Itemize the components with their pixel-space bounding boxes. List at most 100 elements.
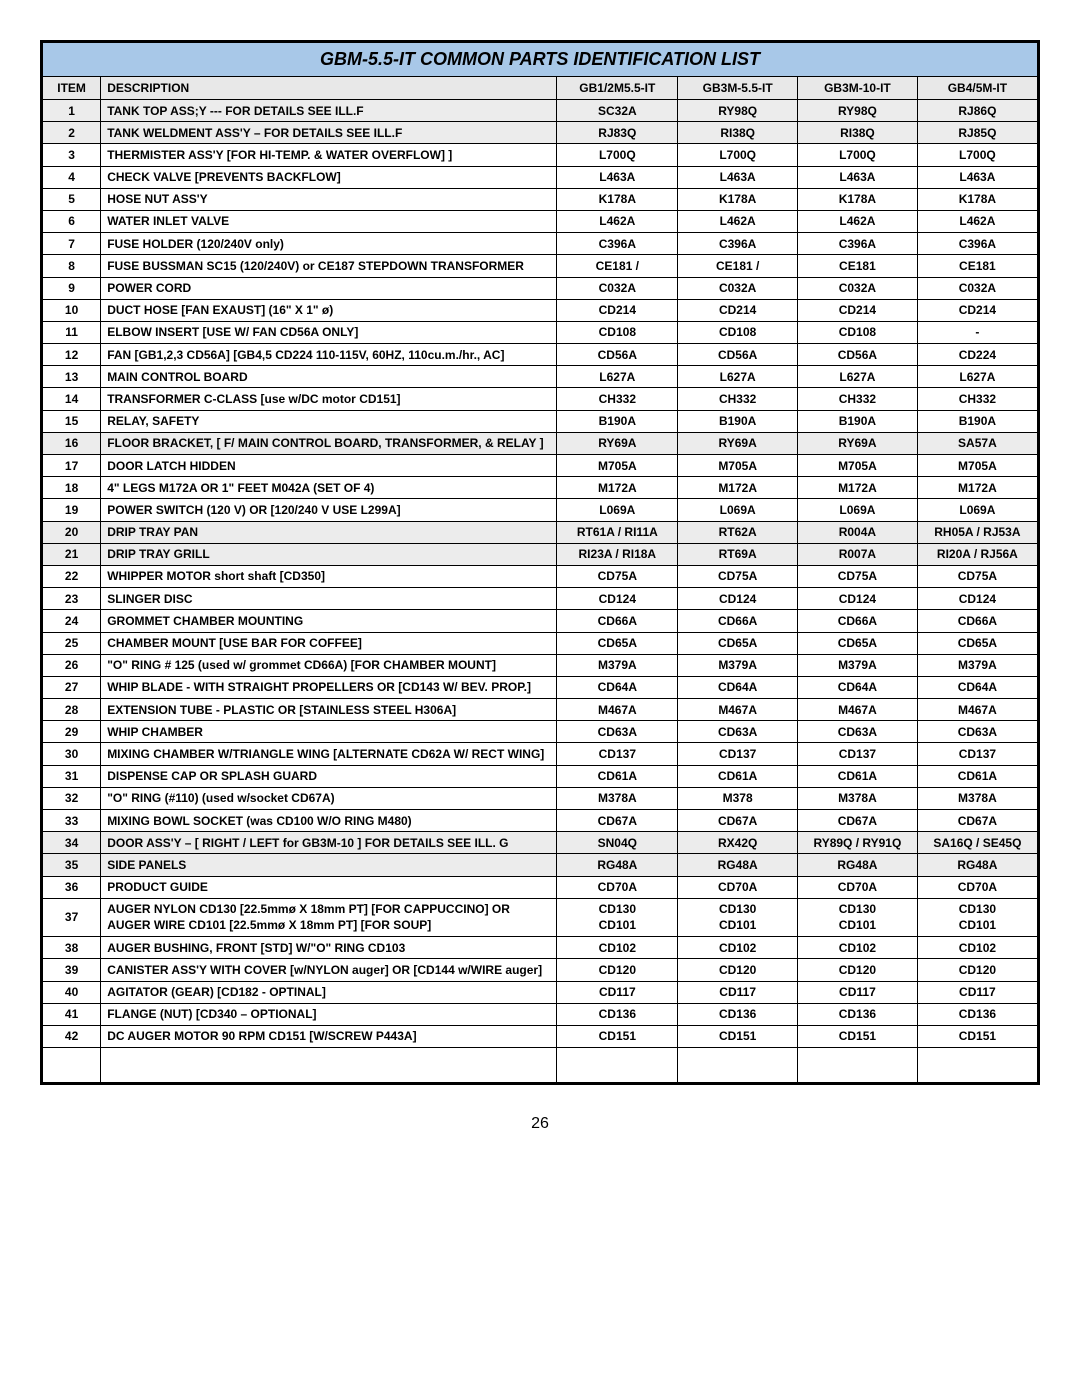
cell-value: CD151 xyxy=(798,1025,918,1047)
cell-value: C032A xyxy=(678,277,798,299)
table-row: 15 RELAY, SAFETYB190AB190AB190AB190A xyxy=(42,410,1039,432)
cell-value: L463A xyxy=(917,166,1038,188)
cell-item: 31 xyxy=(42,765,101,787)
cell-value: RY69A xyxy=(678,432,798,454)
cell-value: CD214 xyxy=(557,299,678,321)
table-row: 5HOSE NUT ASS'YK178AK178AK178AK178A xyxy=(42,188,1039,210)
cell-description: TANK TOP ASS;Y --- FOR DETAILS SEE ILL.F xyxy=(101,100,557,122)
cell-value: L627A xyxy=(798,366,918,388)
table-row: 25CHAMBER MOUNT [USE BAR FOR COFFEE]CD65… xyxy=(42,632,1039,654)
cell-description: "O" RING (#110) (used w/socket CD67A) xyxy=(101,787,557,809)
cell-value: CD151 xyxy=(917,1025,1038,1047)
cell-item: 32 xyxy=(42,787,101,809)
cell-value: CD124 xyxy=(678,588,798,610)
cell-description: TRANSFORMER C-CLASS [use w/DC motor CD15… xyxy=(101,388,557,410)
cell-value: CD120 xyxy=(798,959,918,981)
cell-value: RI38Q xyxy=(798,122,918,144)
table-row: 7FUSE HOLDER (120/240V only)C396AC396AC3… xyxy=(42,233,1039,255)
cell-description: CHAMBER MOUNT [USE BAR FOR COFFEE] xyxy=(101,632,557,654)
cell-value: K178A xyxy=(678,188,798,210)
cell-item: 9 xyxy=(42,277,101,299)
cell-value: CD64A xyxy=(917,676,1038,698)
cell-description: MIXING CHAMBER W/TRIANGLE WING [ALTERNAT… xyxy=(101,743,557,765)
cell-item: 11 xyxy=(42,321,101,343)
table-row: 13MAIN CONTROL BOARDL627AL627AL627AL627A xyxy=(42,366,1039,388)
cell-description: FLANGE (NUT) [CD340 – OPTIONAL] xyxy=(101,1003,557,1025)
table-row: 21DRIP TRAY GRILLRI23A / RI18ART69AR007A… xyxy=(42,543,1039,565)
cell-value: CE181 / xyxy=(678,255,798,277)
table-row: 19POWER SWITCH (120 V) OR [120/240 V USE… xyxy=(42,499,1039,521)
cell-item: 33 xyxy=(42,810,101,832)
cell-value: RG48A xyxy=(678,854,798,876)
cell-description: FUSE HOLDER (120/240V only) xyxy=(101,233,557,255)
cell-item: 41 xyxy=(42,1003,101,1025)
page-number: 26 xyxy=(40,1115,1040,1133)
cell-value: CD136 xyxy=(678,1003,798,1025)
cell-item: 16 xyxy=(42,432,101,454)
cell-value: M705A xyxy=(798,455,918,477)
cell-value: CD63A xyxy=(798,721,918,743)
cell-value: CD137 xyxy=(557,743,678,765)
cell-value: CD65A xyxy=(678,632,798,654)
cell-value: CD75A xyxy=(678,565,798,587)
cell-value: L069A xyxy=(678,499,798,521)
cell-value: CD66A xyxy=(917,610,1038,632)
cell-value: RT69A xyxy=(678,543,798,565)
cell-description: DISPENSE CAP OR SPLASH GUARD xyxy=(101,765,557,787)
cell-item: 40 xyxy=(42,981,101,1003)
cell-value: CD67A xyxy=(917,810,1038,832)
table-row: 9POWER CORDC032AC032AC032AC032A xyxy=(42,277,1039,299)
cell-value: L463A xyxy=(678,166,798,188)
cell-value: C032A xyxy=(917,277,1038,299)
cell-value: CD102 xyxy=(557,937,678,959)
cell-value: L700Q xyxy=(678,144,798,166)
cell-value: SN04Q xyxy=(557,832,678,854)
cell-value: CD136 xyxy=(798,1003,918,1025)
cell-value: CD70A xyxy=(557,876,678,898)
cell-value: CD151 xyxy=(557,1025,678,1047)
cell-item: 17 xyxy=(42,455,101,477)
parts-table: GBM-5.5-IT COMMON PARTS IDENTIFICATION L… xyxy=(40,40,1040,1085)
table-row: 37AUGER NYLON CD130 [22.5mmø X 18mm PT] … xyxy=(42,898,1039,936)
cell-value: CD66A xyxy=(557,610,678,632)
cell-value: CD102 xyxy=(678,937,798,959)
cell-item: 22 xyxy=(42,565,101,587)
cell-description: DRIP TRAY PAN xyxy=(101,521,557,543)
cell-value: M378A xyxy=(557,787,678,809)
cell-value: CD65A xyxy=(917,632,1038,654)
cell-value: CD130CD101 xyxy=(798,898,918,936)
cell-value: CH332 xyxy=(917,388,1038,410)
cell-value: CD130CD101 xyxy=(917,898,1038,936)
cell-value: B190A xyxy=(678,410,798,432)
col-description: DESCRIPTION xyxy=(101,77,557,100)
table-row: 1TANK TOP ASS;Y --- FOR DETAILS SEE ILL.… xyxy=(42,100,1039,122)
cell-description: EXTENSION TUBE - PLASTIC OR [STAINLESS S… xyxy=(101,699,557,721)
cell-item: 28 xyxy=(42,699,101,721)
cell-description: DOOR LATCH HIDDEN xyxy=(101,455,557,477)
cell-value: CD70A xyxy=(798,876,918,898)
cell-item: 13 xyxy=(42,366,101,388)
table-row: 10DUCT HOSE [FAN EXAUST] (16" X 1" ø)CD2… xyxy=(42,299,1039,321)
cell-value: CD64A xyxy=(678,676,798,698)
cell-value: L627A xyxy=(557,366,678,388)
cell-item: 1 xyxy=(42,100,101,122)
cell-value: CD130CD101 xyxy=(678,898,798,936)
table-row: 12FAN [GB1,2,3 CD56A] [GB4,5 CD224 110-1… xyxy=(42,344,1039,366)
cell-value: M172A xyxy=(917,477,1038,499)
cell-description: SLINGER DISC xyxy=(101,588,557,610)
cell-value: CD63A xyxy=(557,721,678,743)
cell-value: RG48A xyxy=(798,854,918,876)
cell-value: CD117 xyxy=(798,981,918,1003)
cell-description: "O" RING # 125 (used w/ grommet CD66A) [… xyxy=(101,654,557,676)
table-row: 22WHIPPER MOTOR short shaft [CD350]CD75A… xyxy=(42,565,1039,587)
table-row: 41FLANGE (NUT) [CD340 – OPTIONAL]CD136CD… xyxy=(42,1003,1039,1025)
cell-value: CD224 xyxy=(917,344,1038,366)
cell-value: CD124 xyxy=(798,588,918,610)
cell-value: B190A xyxy=(798,410,918,432)
cell-value: M378A xyxy=(917,787,1038,809)
cell-value: B190A xyxy=(917,410,1038,432)
cell-value: CD136 xyxy=(917,1003,1038,1025)
cell-value: RI23A / RI18A xyxy=(557,543,678,565)
cell-description: GROMMET CHAMBER MOUNTING xyxy=(101,610,557,632)
cell-value: CD151 xyxy=(678,1025,798,1047)
